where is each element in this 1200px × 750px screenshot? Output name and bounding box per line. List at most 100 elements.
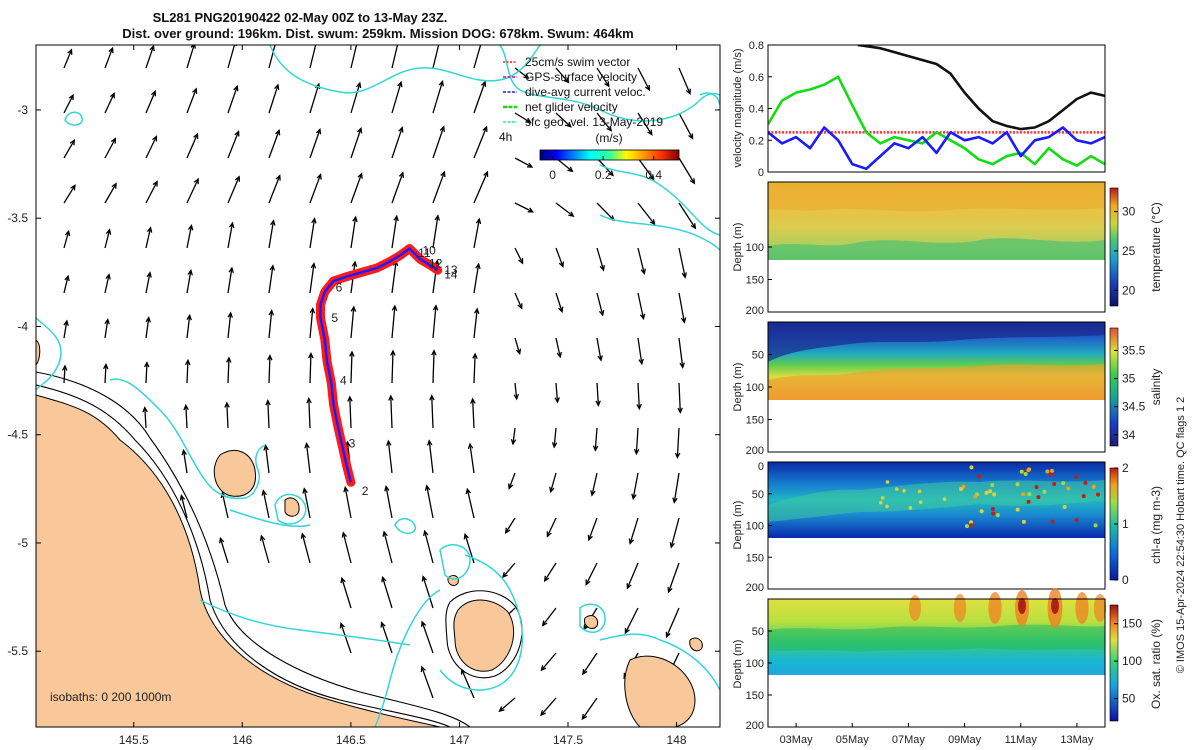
current-arrow-head (269, 264, 276, 271)
current-arrow (305, 443, 311, 474)
current-arrow (262, 490, 270, 519)
current-arrow-head (558, 306, 564, 314)
chl-dot (1091, 484, 1096, 489)
current-arrow-head (343, 485, 349, 493)
current-arrow (555, 382, 559, 403)
current-arrow (63, 320, 68, 339)
map-legend: 25cm/s swim vector GPS-surface velocity … (499, 55, 663, 144)
current-arrow-head (187, 268, 193, 276)
current-arrow (678, 112, 694, 139)
current-arrow (673, 472, 680, 503)
x-tick-label: 146 (232, 733, 252, 747)
velocity-series (768, 45, 1105, 171)
oxygen-plume (1075, 592, 1089, 624)
current-arrow (637, 247, 645, 274)
current-arrow-head (426, 439, 433, 446)
current-arrow (637, 337, 643, 364)
current-arrow (582, 652, 598, 675)
chl-ylabel: Depth (m) (732, 501, 744, 550)
colorbar-tick-label: 25 (1122, 244, 1136, 258)
current-arrow-head (193, 177, 199, 185)
current-arrow (344, 487, 352, 519)
current-arrow (309, 83, 320, 114)
current-arrow (391, 305, 396, 339)
temperature-ylabel: Depth (m) (732, 223, 744, 272)
current-arrow (381, 622, 393, 654)
current-arrow (387, 441, 393, 474)
current-arrow-head (150, 89, 157, 97)
current-arrow (473, 171, 488, 204)
current-arrow-head (599, 264, 605, 272)
current-arrow-head (626, 583, 632, 590)
current-arrow-head (665, 631, 671, 639)
day-label: 2 (362, 484, 369, 498)
current-arrow (342, 532, 352, 564)
current-arrow (514, 247, 524, 264)
colorbar-tick-label: 30 (1122, 205, 1136, 219)
current-arrow (473, 81, 486, 114)
chl-dot (885, 480, 890, 484)
current-arrow-head (310, 262, 317, 269)
current-arrow-head (558, 261, 565, 268)
current-arrow-head (397, 80, 403, 88)
current-arrow-head (470, 397, 476, 404)
colorbar-tick-label: 35 (1122, 372, 1136, 386)
current-arrow (226, 402, 229, 429)
contour-4 (599, 214, 720, 251)
isobath-longisland (445, 590, 523, 679)
day-label: 4 (340, 374, 347, 388)
current-arrow-head (638, 358, 644, 366)
current-arrow-head (504, 527, 511, 534)
temperature-mixed-layer (768, 182, 1105, 212)
chl-dot (1042, 489, 1047, 494)
current-arrow (432, 350, 435, 384)
current-arrow (678, 247, 686, 278)
current-arrow (390, 395, 393, 429)
oxygen-colorbar (1109, 604, 1119, 722)
current-arrow (268, 45, 276, 69)
series-line (857, 45, 1105, 131)
current-arrow (301, 533, 311, 564)
contour-11 (394, 518, 417, 535)
day-label: 11 (418, 246, 431, 260)
current-arrow (678, 337, 684, 368)
y-tick-label: -3.5 (7, 211, 28, 225)
chl-dot (917, 489, 922, 494)
current-arrow-head (483, 170, 489, 178)
current-arrow (145, 91, 156, 114)
current-arrow-head (300, 532, 307, 539)
current-arrow-head (551, 442, 558, 449)
current-arrow (391, 261, 397, 294)
current-arrow-head (233, 84, 239, 92)
current-arrow (227, 312, 232, 339)
chl-dot (1061, 481, 1066, 486)
chl-dot (965, 524, 970, 529)
oxygen-plume-core (1051, 598, 1059, 614)
current-arrow (186, 315, 191, 339)
current-arrow (145, 317, 150, 339)
chl-dot (1081, 494, 1086, 499)
bagabag-island (284, 497, 300, 517)
chl-dot (1062, 504, 1067, 509)
chl-dot (1050, 468, 1055, 473)
current-arrow (309, 129, 321, 159)
current-arrow-head (608, 170, 614, 177)
salinity-colorbar-ticks: 34 34.5 35 35.5 (1114, 343, 1146, 442)
current-arrow-head (62, 364, 68, 371)
current-arrow-head (304, 442, 310, 449)
current-arrow (596, 202, 615, 221)
current-arrow-head (604, 81, 610, 88)
depth-tick-label: 100 (746, 521, 764, 533)
current-arrow (182, 450, 188, 474)
current-arrow (63, 49, 73, 69)
current-arrow-head (355, 81, 362, 89)
current-arrow-head (640, 268, 646, 276)
current-arrow (421, 666, 434, 699)
current-arrow (268, 355, 271, 384)
current-arrow (432, 126, 445, 159)
current-arrow (499, 697, 516, 712)
colorbar-tick-label: 0.4 (645, 168, 662, 182)
current-arrow-head (224, 401, 230, 408)
current-arrow (678, 382, 681, 413)
current-arrow (309, 263, 315, 294)
